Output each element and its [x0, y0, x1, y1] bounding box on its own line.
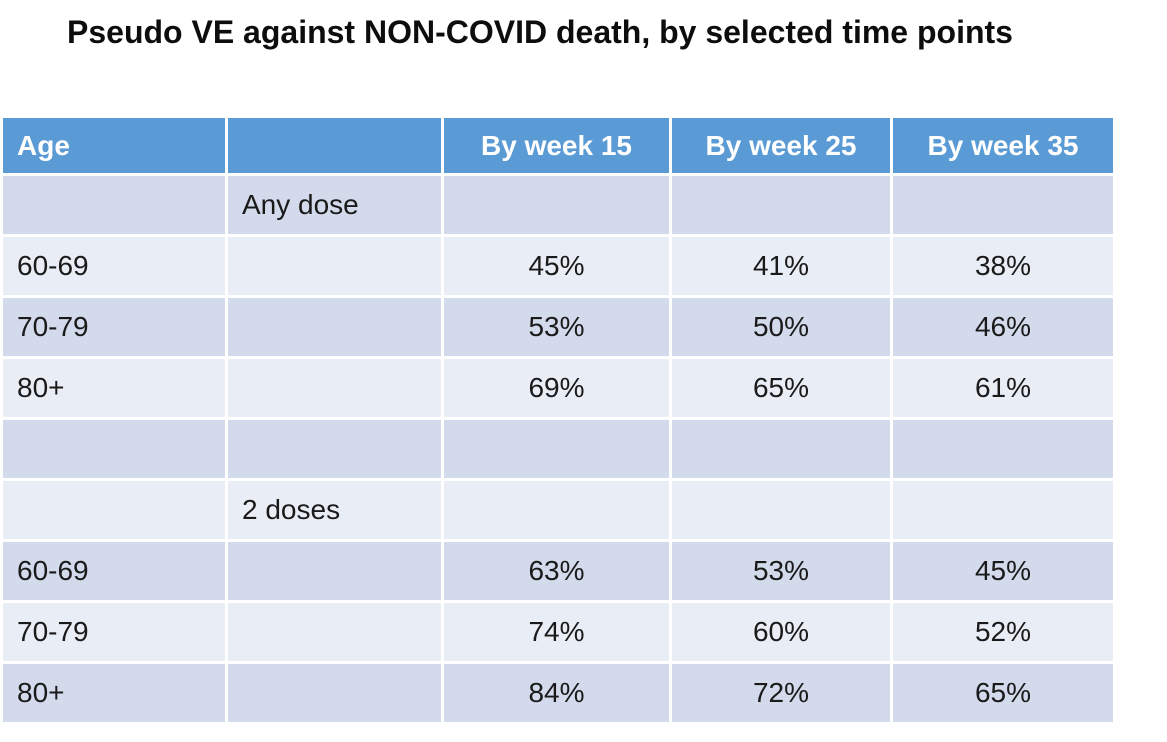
- value-cell: 65%: [893, 664, 1113, 722]
- value-cell: 38%: [893, 237, 1113, 295]
- table-row-anydose-60-69: 60-69 45% 41% 38%: [3, 237, 1113, 295]
- table-row-spacer: [3, 420, 1113, 478]
- age-cell: 80+: [3, 664, 225, 722]
- age-cell: 70-79: [3, 603, 225, 661]
- dose-group-cell: [228, 237, 441, 295]
- table-row-anydose-80plus: 80+ 69% 65% 61%: [3, 359, 1113, 417]
- age-cell: [3, 176, 225, 234]
- value-cell: [444, 176, 669, 234]
- value-cell: [893, 420, 1113, 478]
- value-cell: 74%: [444, 603, 669, 661]
- value-cell: 50%: [672, 298, 890, 356]
- value-cell: [672, 481, 890, 539]
- dose-group-cell: [228, 359, 441, 417]
- value-cell: 45%: [893, 542, 1113, 600]
- ve-table: Age By week 15 By week 25 By week 35 Any…: [0, 115, 1116, 725]
- value-cell: [672, 420, 890, 478]
- header-cell-week-35: By week 35: [893, 118, 1113, 173]
- age-cell: 60-69: [3, 542, 225, 600]
- value-cell: 72%: [672, 664, 890, 722]
- value-cell: 84%: [444, 664, 669, 722]
- table-row-anydose-70-79: 70-79 53% 50% 46%: [3, 298, 1113, 356]
- age-cell: 80+: [3, 359, 225, 417]
- header-cell-age: Age: [3, 118, 225, 173]
- value-cell: 60%: [672, 603, 890, 661]
- table-row-2doses-70-79: 70-79 74% 60% 52%: [3, 603, 1113, 661]
- header-cell-week-25: By week 25: [672, 118, 890, 173]
- table-row-any-dose-label: Any dose: [3, 176, 1113, 234]
- age-cell: 60-69: [3, 237, 225, 295]
- value-cell: 53%: [672, 542, 890, 600]
- dose-group-cell: 2 doses: [228, 481, 441, 539]
- value-cell: [444, 420, 669, 478]
- header-cell-week-15: By week 15: [444, 118, 669, 173]
- age-cell: [3, 481, 225, 539]
- table-row-2doses-label: 2 doses: [3, 481, 1113, 539]
- header-cell-dose: [228, 118, 441, 173]
- value-cell: [444, 481, 669, 539]
- value-cell: 65%: [672, 359, 890, 417]
- table-row-2doses-60-69: 60-69 63% 53% 45%: [3, 542, 1113, 600]
- value-cell: [672, 176, 890, 234]
- dose-group-cell: [228, 603, 441, 661]
- age-cell: [3, 420, 225, 478]
- table-header-row: Age By week 15 By week 25 By week 35: [3, 118, 1113, 173]
- value-cell: 53%: [444, 298, 669, 356]
- value-cell: [893, 481, 1113, 539]
- slide-title: Pseudo VE against NON-COVID death, by se…: [67, 14, 1013, 50]
- dose-group-cell: [228, 298, 441, 356]
- dose-group-cell: [228, 542, 441, 600]
- value-cell: 52%: [893, 603, 1113, 661]
- dose-group-cell: [228, 664, 441, 722]
- dose-group-cell: [228, 420, 441, 478]
- dose-group-cell: Any dose: [228, 176, 441, 234]
- value-cell: 61%: [893, 359, 1113, 417]
- age-cell: 70-79: [3, 298, 225, 356]
- value-cell: 41%: [672, 237, 890, 295]
- value-cell: 46%: [893, 298, 1113, 356]
- value-cell: 63%: [444, 542, 669, 600]
- value-cell: [893, 176, 1113, 234]
- value-cell: 45%: [444, 237, 669, 295]
- value-cell: 69%: [444, 359, 669, 417]
- table-row-2doses-80plus: 80+ 84% 72% 65%: [3, 664, 1113, 722]
